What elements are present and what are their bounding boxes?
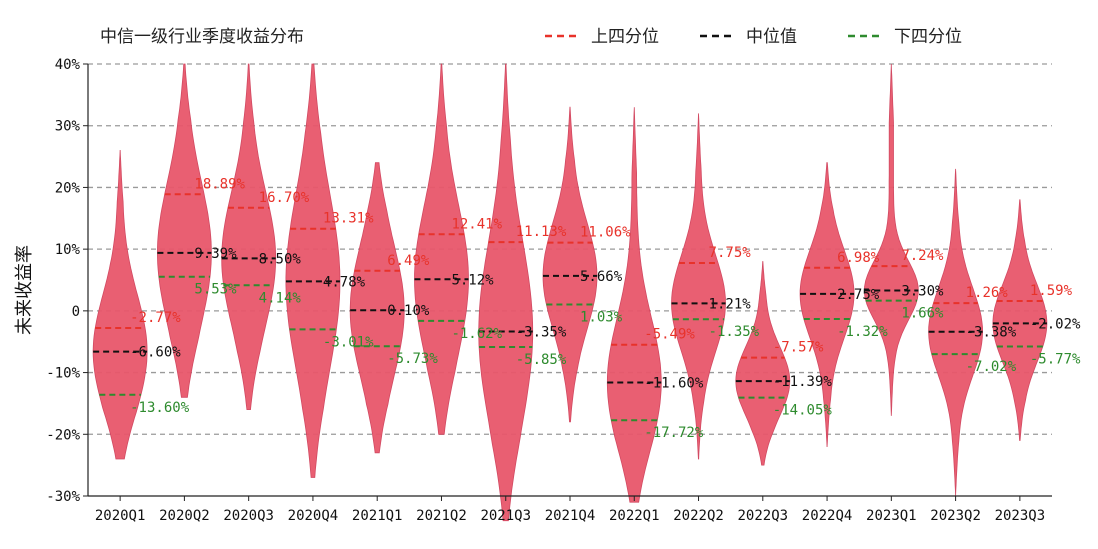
x-tick-label: 2023Q2 <box>930 508 981 524</box>
y-tick-label: 20% <box>55 180 81 196</box>
upper-quartile-label: 13.31% <box>323 211 374 227</box>
x-tick-label: 2022Q1 <box>609 508 660 524</box>
median-label: -11.39% <box>773 374 833 390</box>
upper-quartile-label: 6.49% <box>387 253 430 269</box>
y-axis-label: 未来收益率 <box>14 245 35 335</box>
x-tick-label: 2020Q1 <box>95 508 146 524</box>
lower-quartile-label: 1.03% <box>580 310 623 326</box>
lower-quartile-label: 5.53% <box>194 282 237 298</box>
lower-quartile-label: -1.62% <box>451 326 502 342</box>
legend-label-q1: 下四分位 <box>894 27 962 47</box>
upper-quartile-label: 1.26% <box>966 285 1009 301</box>
x-tick-label: 2021Q4 <box>545 508 596 524</box>
upper-quartile-label: 12.41% <box>451 216 502 232</box>
violin-2023Q3 <box>992 199 1048 441</box>
upper-quartile-label: 16.70% <box>259 190 310 206</box>
violin-2023Q1 <box>863 63 919 416</box>
lower-quartile-label: -3.01% <box>323 334 374 350</box>
violin-2021Q3 <box>478 63 534 522</box>
median-label: 0.10% <box>387 303 430 319</box>
upper-quartile-label: 7.24% <box>901 248 944 264</box>
violin-2021Q4 <box>542 106 598 423</box>
upper-quartile-label: 18.89% <box>194 176 245 192</box>
median-label: -11.60% <box>644 375 704 391</box>
median-label: 5.12% <box>451 272 494 288</box>
violin-2022Q1 <box>606 107 662 503</box>
median-label: -6.60% <box>130 345 181 361</box>
violin-2021Q2 <box>414 63 469 435</box>
x-tick-label: 2022Q2 <box>673 508 724 524</box>
lower-quartile-label: -13.60% <box>130 400 190 416</box>
x-tick-label: 2021Q1 <box>352 508 403 524</box>
violin-2022Q4 <box>799 162 855 448</box>
violin-2020Q2 <box>156 63 212 398</box>
x-tick-label: 2020Q4 <box>288 508 339 524</box>
upper-quartile-label: 6.98% <box>837 250 880 266</box>
median-label: 2.75% <box>837 287 880 303</box>
upper-quartile-label: -2.77% <box>130 310 181 326</box>
median-label: 5.66% <box>580 269 623 285</box>
lower-quartile-label: -5.77% <box>1030 351 1081 367</box>
y-tick-label: 0 <box>72 304 80 320</box>
median-label: 9.39% <box>194 246 237 262</box>
lower-quartile-label: -7.02% <box>966 359 1017 375</box>
violin-2023Q2 <box>928 168 984 497</box>
median-label: 4.78% <box>323 274 366 290</box>
lower-quartile-label: -1.35% <box>709 324 760 340</box>
violin-2020Q3 <box>221 63 277 411</box>
upper-quartile-label: -7.57% <box>773 340 824 356</box>
y-tick-label: 10% <box>55 242 81 258</box>
axes: -30% -20% -10% 0 10% 20% 30% 40% 2020Q1 2020Q2 202… <box>46 57 1052 524</box>
y-tick-label: -30% <box>46 489 80 505</box>
lower-quartile-label: -17.72% <box>644 425 704 441</box>
upper-quartile-label: 7.75% <box>709 245 752 261</box>
x-tick-label: 2020Q2 <box>159 508 210 524</box>
x-tick-label: 2023Q1 <box>866 508 917 524</box>
legend-label-median: 中位值 <box>746 27 797 47</box>
x-tick-label: 2022Q4 <box>802 508 853 524</box>
x-tick-label: 2021Q2 <box>416 508 467 524</box>
median-label: -3.35% <box>516 325 567 341</box>
x-tick-label: 2020Q3 <box>223 508 274 524</box>
quartile-lines <box>93 193 1047 422</box>
lower-quartile-label: 4.14% <box>259 290 302 306</box>
violin-2022Q2 <box>671 113 726 460</box>
violin-2022Q3 <box>735 261 791 466</box>
legend-label-q3: 上四分位 <box>591 27 659 47</box>
upper-quartile-label: -5.49% <box>644 327 695 343</box>
upper-quartile-label: 11.13% <box>516 224 567 240</box>
violin-2021Q1 <box>349 162 405 454</box>
violin-2020Q4 <box>285 63 341 478</box>
lower-quartile-label: -5.73% <box>387 351 438 367</box>
median-label: -2.02% <box>1030 316 1081 332</box>
lower-quartile-label: 1.66% <box>901 306 944 322</box>
y-tick-label: -10% <box>46 366 80 382</box>
upper-quartile-label: 1.59% <box>1030 283 1073 299</box>
chart-title: 中信一级行业季度收益分布 <box>100 27 304 47</box>
lower-quartile-label: -1.32% <box>837 324 888 340</box>
lower-quartile-label: -14.05% <box>773 403 833 419</box>
median-label: -3.38% <box>966 325 1017 341</box>
lower-quartile-label: -5.85% <box>516 352 567 368</box>
median-label: 3.30% <box>901 283 944 299</box>
y-tick-label: 40% <box>55 57 81 73</box>
x-tick-label: 2021Q3 <box>480 508 531 524</box>
data-labels: -2.77% -6.60% -13.60% 18.89% 9.39% 5.53% 16.70… <box>130 176 1081 441</box>
x-tick-label: 2022Q3 <box>738 508 789 524</box>
legend: 上四分位 中位值 下四分位 <box>545 27 962 47</box>
median-label: 1.21% <box>709 296 752 312</box>
y-tick-label: -20% <box>46 427 80 443</box>
violin-2020Q1 <box>92 149 148 460</box>
y-tick-label: 30% <box>55 119 81 135</box>
violins <box>92 63 1048 522</box>
median-label: 8.50% <box>259 251 302 267</box>
x-tick-label: 2023Q3 <box>995 508 1046 524</box>
upper-quartile-label: 11.06% <box>580 225 631 241</box>
